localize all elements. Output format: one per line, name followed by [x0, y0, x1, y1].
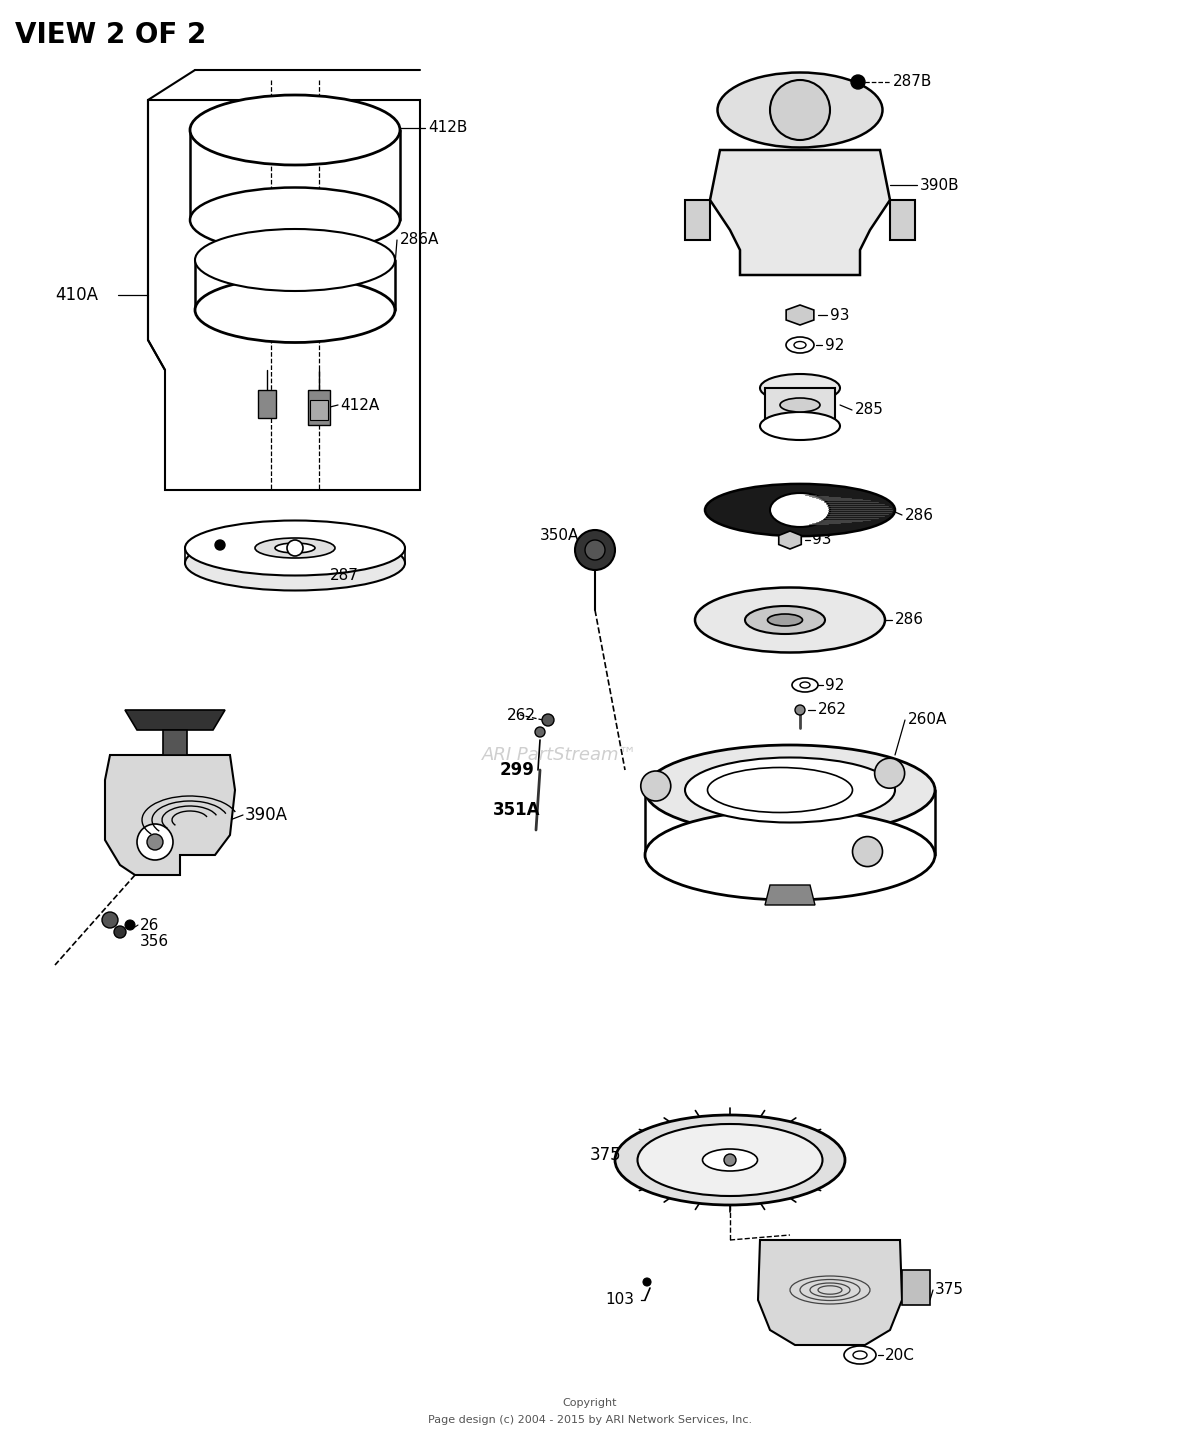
Ellipse shape	[760, 374, 840, 402]
Circle shape	[771, 80, 830, 139]
Text: 285: 285	[856, 402, 884, 418]
Bar	[163, 730, 186, 754]
Polygon shape	[105, 754, 235, 875]
Circle shape	[852, 836, 883, 867]
Ellipse shape	[853, 1351, 867, 1359]
Text: 390A: 390A	[245, 806, 288, 823]
Polygon shape	[786, 305, 814, 325]
Circle shape	[585, 540, 605, 560]
Text: 26: 26	[140, 917, 159, 933]
Circle shape	[643, 1277, 651, 1286]
Text: 410A: 410A	[55, 286, 98, 305]
Ellipse shape	[704, 484, 894, 536]
Text: 92: 92	[825, 677, 845, 693]
Text: 412B: 412B	[428, 121, 467, 135]
Text: Copyright: Copyright	[563, 1398, 617, 1408]
Text: 375: 375	[935, 1282, 964, 1298]
Text: 92: 92	[825, 338, 845, 352]
Ellipse shape	[185, 536, 405, 591]
Polygon shape	[765, 885, 815, 905]
Ellipse shape	[702, 1150, 758, 1171]
Polygon shape	[125, 710, 225, 730]
Text: 103: 103	[605, 1292, 634, 1308]
Ellipse shape	[615, 1115, 845, 1206]
Circle shape	[148, 833, 163, 851]
Circle shape	[776, 496, 804, 525]
Ellipse shape	[195, 228, 395, 292]
Bar	[308, 389, 330, 425]
Polygon shape	[779, 532, 801, 549]
Ellipse shape	[745, 606, 825, 634]
Ellipse shape	[792, 678, 818, 693]
Circle shape	[725, 1154, 736, 1165]
Ellipse shape	[195, 277, 395, 342]
Polygon shape	[710, 149, 890, 274]
Circle shape	[575, 530, 615, 570]
Ellipse shape	[760, 412, 840, 440]
Text: 287B: 287B	[893, 75, 932, 89]
Ellipse shape	[767, 614, 802, 627]
Circle shape	[874, 759, 905, 789]
Polygon shape	[890, 200, 914, 240]
Circle shape	[114, 925, 126, 938]
Ellipse shape	[637, 1124, 822, 1196]
Circle shape	[851, 75, 865, 89]
Ellipse shape	[786, 338, 814, 354]
Polygon shape	[686, 200, 710, 240]
Ellipse shape	[686, 757, 894, 822]
Circle shape	[215, 540, 225, 550]
Ellipse shape	[645, 810, 935, 900]
Text: VIEW 2 OF 2: VIEW 2 OF 2	[15, 22, 206, 49]
Circle shape	[535, 727, 545, 737]
Ellipse shape	[794, 342, 806, 349]
Text: 286: 286	[905, 507, 935, 523]
Ellipse shape	[780, 398, 820, 412]
Circle shape	[101, 912, 118, 928]
Bar	[902, 1270, 930, 1305]
Circle shape	[542, 714, 553, 726]
Text: 412A: 412A	[340, 398, 379, 412]
Text: 350A: 350A	[540, 527, 579, 543]
Ellipse shape	[645, 744, 935, 835]
Bar	[765, 388, 835, 425]
Text: 299: 299	[500, 762, 535, 779]
Ellipse shape	[190, 187, 400, 253]
Polygon shape	[758, 1240, 902, 1345]
Ellipse shape	[190, 95, 400, 165]
Text: 375: 375	[590, 1145, 622, 1164]
Ellipse shape	[708, 767, 852, 812]
Text: 390B: 390B	[920, 178, 959, 193]
Circle shape	[287, 540, 303, 556]
Text: 262: 262	[818, 703, 847, 717]
Ellipse shape	[717, 72, 883, 148]
Text: 286: 286	[894, 612, 924, 628]
Ellipse shape	[275, 543, 315, 553]
Bar	[258, 389, 276, 418]
Ellipse shape	[185, 520, 405, 575]
Circle shape	[125, 920, 135, 930]
Text: 287: 287	[330, 568, 359, 582]
Text: 286A: 286A	[400, 233, 439, 247]
Text: 93: 93	[812, 533, 832, 547]
Ellipse shape	[771, 493, 830, 527]
Text: 351A: 351A	[493, 800, 540, 819]
Ellipse shape	[800, 683, 809, 688]
Text: 93: 93	[830, 308, 850, 322]
Ellipse shape	[844, 1346, 876, 1364]
Circle shape	[641, 772, 670, 800]
Polygon shape	[148, 101, 420, 490]
Text: ARI PartStream™: ARI PartStream™	[483, 746, 637, 764]
Text: Page design (c) 2004 - 2015 by ARI Network Services, Inc.: Page design (c) 2004 - 2015 by ARI Netwo…	[428, 1415, 752, 1426]
Circle shape	[795, 706, 805, 716]
Text: 262: 262	[507, 707, 536, 723]
Text: 327A: 327A	[818, 503, 858, 517]
Ellipse shape	[255, 537, 335, 558]
Ellipse shape	[695, 588, 885, 652]
Bar	[310, 399, 328, 420]
Text: 260A: 260A	[907, 713, 948, 727]
Text: 20C: 20C	[885, 1348, 914, 1362]
Circle shape	[137, 823, 173, 859]
Text: 356: 356	[140, 934, 169, 950]
